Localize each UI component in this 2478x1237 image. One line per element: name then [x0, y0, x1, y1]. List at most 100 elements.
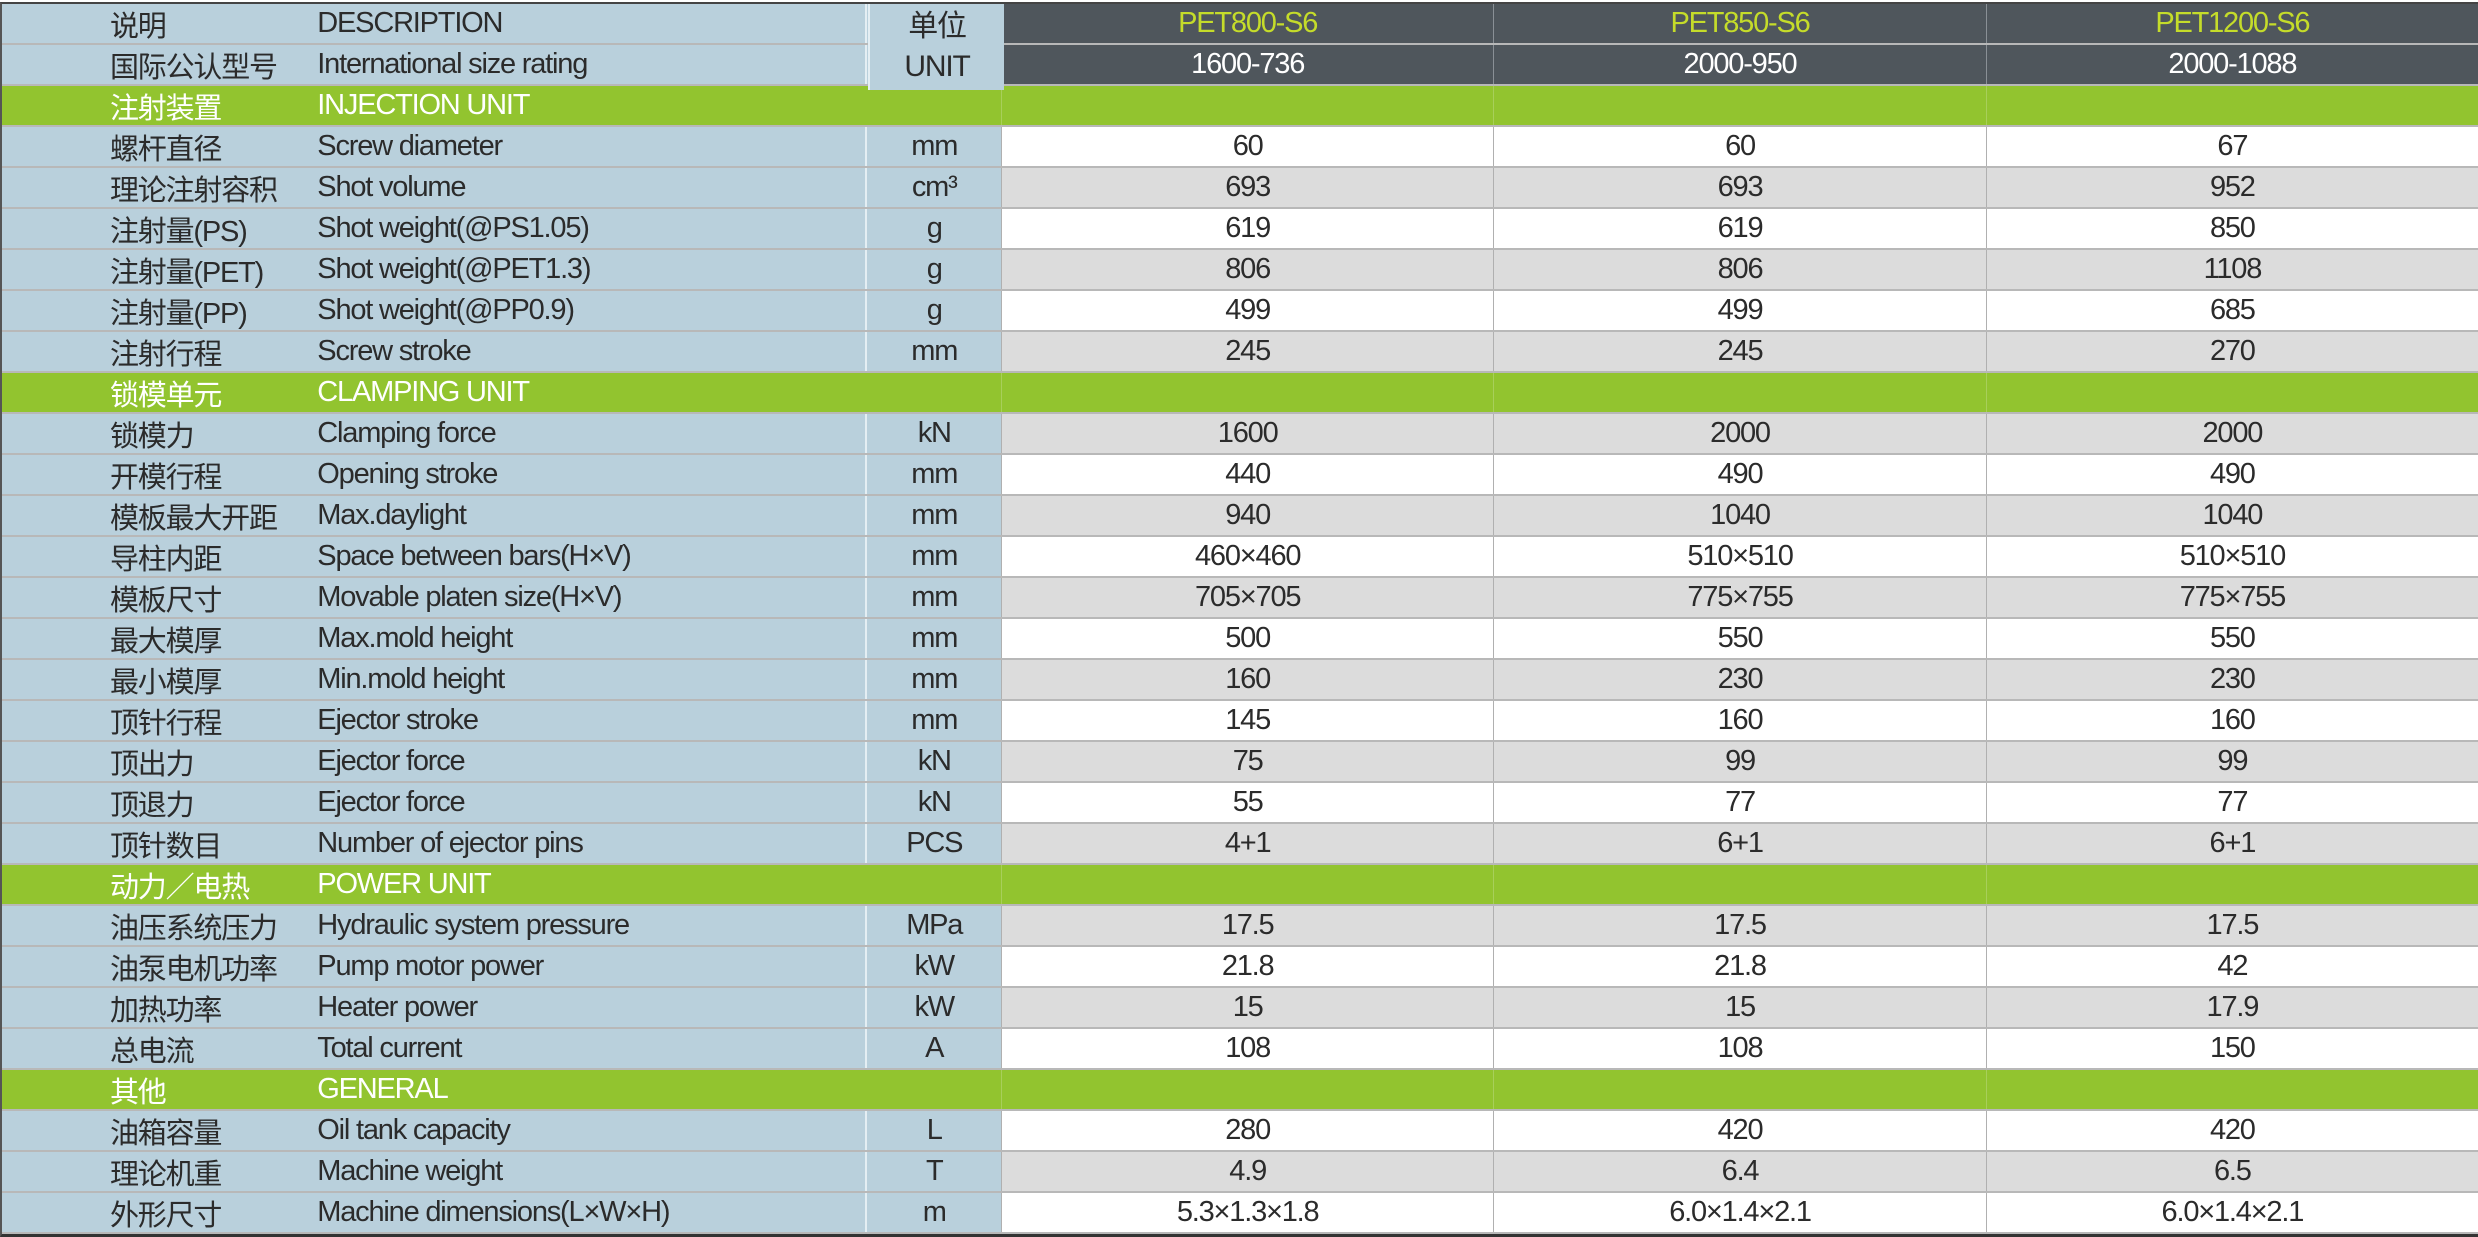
spec-value: 17.5 [1985, 906, 2478, 945]
spec-value: 4+1 [1000, 824, 1494, 863]
header-row-models: 说明 DESCRIPTION PET800-S6 PET850-S6 PET12… [2, 4, 2478, 45]
spec-value: 693 [1493, 168, 1986, 207]
spec-value: 4.9 [1000, 1152, 1494, 1191]
spec-value: 806 [1000, 250, 1494, 289]
spec-label-cn: 模板最大开距 [2, 496, 318, 535]
spec-label-cn: 油泵电机功率 [2, 947, 318, 986]
header-description-cn: 说明 [2, 4, 318, 43]
spec-value: 510×510 [1985, 537, 2478, 576]
spec-unit: T [865, 1152, 1001, 1191]
spec-value: 1108 [1985, 250, 2478, 289]
spec-label-en: Pump motor power [317, 947, 866, 986]
section-title-en: POWER UNIT [317, 865, 866, 904]
spec-value: 6+1 [1985, 824, 2478, 863]
unit-header: 单位 UNIT [868, 4, 1004, 90]
spec-label-en: Heater power [317, 988, 866, 1027]
model-rating: 2000-950 [1493, 45, 1986, 84]
model-name: PET1200-S6 [1985, 4, 2478, 43]
spec-label-en: Number of ejector pins [317, 824, 866, 863]
spec-value: 108 [1000, 1029, 1494, 1068]
spec-value: 150 [1985, 1029, 2478, 1068]
spec-label-en: Opening stroke [317, 455, 866, 494]
table-row: 模板尺寸 Movable platen size(H×V) mm 705×705 775… [2, 578, 2478, 619]
spec-value: 77 [1493, 783, 1986, 822]
spec-value: 160 [1000, 660, 1494, 699]
spec-label-cn: 总电流 [2, 1029, 318, 1068]
spec-label-cn: 开模行程 [2, 455, 318, 494]
spec-label-en: Total current [317, 1029, 866, 1068]
spec-value: 775×755 [1985, 578, 2478, 617]
spec-value: 6.0×1.4×2.1 [1493, 1193, 1986, 1232]
section-model-blank [1985, 865, 2478, 904]
spec-value: 6.0×1.4×2.1 [1985, 1193, 2478, 1232]
spec-label-en: Ejector force [317, 783, 866, 822]
section-unit-blank [865, 865, 1001, 904]
section-header-row: 其他 GENERAL [2, 1070, 2478, 1111]
spec-unit: g [865, 250, 1001, 289]
spec-value: 99 [1493, 742, 1986, 781]
spec-label-en: Space between bars(H×V) [317, 537, 866, 576]
spec-value: 705×705 [1000, 578, 1494, 617]
spec-label-cn: 外形尺寸 [2, 1193, 318, 1232]
table-row: 油泵电机功率 Pump motor power kW 21.8 21.8 42 [2, 947, 2478, 988]
spec-label-en: Screw stroke [317, 332, 866, 371]
spec-label-cn: 顶针行程 [2, 701, 318, 740]
spec-unit: kN [865, 742, 1001, 781]
spec-label-cn: 最小模厚 [2, 660, 318, 699]
table-row: 最大模厚 Max.mold height mm 500 550 550 [2, 619, 2478, 660]
spec-label-cn: 最大模厚 [2, 619, 318, 658]
spec-value: 55 [1000, 783, 1494, 822]
spec-label-cn: 导柱内距 [2, 537, 318, 576]
spec-value: 775×755 [1493, 578, 1986, 617]
spec-value: 77 [1985, 783, 2478, 822]
spec-unit: mm [865, 578, 1001, 617]
spec-value: 619 [1493, 209, 1986, 248]
spec-label-cn: 注射量(PS) [2, 209, 318, 248]
spec-label-en: Screw diameter [317, 127, 866, 166]
spec-value: 42 [1985, 947, 2478, 986]
unit-header-cn: 单位 [908, 10, 967, 43]
spec-label-en: Machine weight [317, 1152, 866, 1191]
section-header-row: 注射装置 INJECTION UNIT [2, 86, 2478, 127]
table-row: 总电流 Total current A 108 108 150 [2, 1029, 2478, 1070]
spec-unit: A [865, 1029, 1001, 1068]
table-row: 开模行程 Opening stroke mm 440 490 490 [2, 455, 2478, 496]
spec-unit: mm [865, 701, 1001, 740]
table-row: 锁模力 Clamping force kN 1600 2000 2000 [2, 414, 2478, 455]
spec-value: 850 [1985, 209, 2478, 248]
spec-label-cn: 理论注射容积 [2, 168, 318, 207]
spec-value: 685 [1985, 291, 2478, 330]
spec-value: 1040 [1985, 496, 2478, 535]
table-row: 注射行程 Screw stroke mm 245 245 270 [2, 332, 2478, 373]
spec-value: 160 [1985, 701, 2478, 740]
spec-value: 490 [1985, 455, 2478, 494]
spec-value: 490 [1493, 455, 1986, 494]
spec-label-en: Machine dimensions(L×W×H) [317, 1193, 866, 1232]
spec-label-cn: 注射量(PET) [2, 250, 318, 289]
spec-value: 230 [1493, 660, 1986, 699]
spec-label-cn: 加热功率 [2, 988, 318, 1027]
spec-label-cn: 锁模力 [2, 414, 318, 453]
section-title-cn: 其他 [2, 1070, 318, 1109]
spec-unit: kN [865, 783, 1001, 822]
section-title-en: INJECTION UNIT [317, 86, 866, 125]
spec-value: 6.4 [1493, 1152, 1986, 1191]
spec-label-cn: 理论机重 [2, 1152, 318, 1191]
section-unit-blank [865, 86, 1001, 125]
spec-value: 940 [1000, 496, 1494, 535]
section-model-blank [1985, 373, 2478, 412]
spec-value: 460×460 [1000, 537, 1494, 576]
spec-value: 75 [1000, 742, 1494, 781]
spec-unit: cm³ [865, 168, 1001, 207]
spec-value: 60 [1000, 127, 1494, 166]
spec-value: 500 [1000, 619, 1494, 658]
table-row: 顶针行程 Ejector stroke mm 145 160 160 [2, 701, 2478, 742]
table-row: 注射量(PP) Shot weight(@PP0.9) g 499 499 685 [2, 291, 2478, 332]
section-model-blank [1000, 373, 1494, 412]
table-row: 油箱容量 Oil tank capacity L 280 420 420 [2, 1111, 2478, 1152]
spec-label-en: Shot weight(@PS1.05) [317, 209, 866, 248]
header-row-ratings: 国际公认型号 International size rating 1600-73… [2, 45, 2478, 86]
spec-value: 550 [1493, 619, 1986, 658]
section-title-en: GENERAL [317, 1070, 866, 1109]
